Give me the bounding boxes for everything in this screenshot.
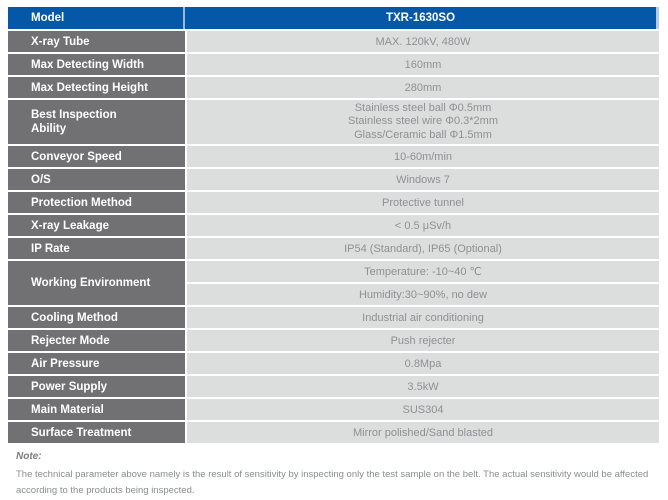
row-conveyor-speed: Conveyor Speed 10-60m/min: [8, 146, 659, 167]
row-label-cell: Main Material: [8, 399, 185, 420]
row-value: Temperature: -10~40 ℃: [364, 266, 482, 278]
row-value-cell: 3.5kW: [187, 376, 659, 397]
row-label: Best Inspection Ability: [31, 109, 117, 135]
row-main-material: Main Material SUS304: [8, 399, 659, 420]
header-value-cell: TXR-1630SO: [185, 7, 659, 29]
row-max-detecting-width: Max Detecting Width 160mm: [8, 54, 659, 75]
row-label-cell: Air Pressure: [8, 353, 185, 374]
row-label-cell: Conveyor Speed: [8, 146, 185, 167]
row-label: Rejecter Mode: [31, 334, 110, 347]
row-label: Max Detecting Height: [31, 81, 148, 94]
row-value-stack: Temperature: -10~40 ℃ Humidity:30~90%, n…: [187, 261, 659, 305]
row-label-cell: Working Environment: [8, 261, 185, 305]
row-label: Max Detecting Width: [31, 58, 144, 71]
row-value: 280mm: [404, 81, 442, 94]
row-value-cell: 160mm: [187, 54, 659, 75]
row-label: Air Pressure: [31, 357, 100, 370]
row-value: Mirror polished/Sand blasted: [352, 426, 494, 439]
row-value-cell-humidity: Humidity:30~90%, no dew: [187, 284, 659, 305]
row-power-supply: Power Supply 3.5kW: [8, 376, 659, 397]
row-label-cell: Protection Method: [8, 192, 185, 213]
row-value-line: Glass/Ceramic ball Φ1.5mm: [354, 128, 492, 141]
row-value-cell: 0.8Mpa: [187, 353, 659, 374]
row-surface-treatment: Surface Treatment Mirror polished/Sand b…: [8, 422, 659, 443]
row-value-cell: Industrial air conditioning: [187, 307, 659, 328]
row-label-cell: Rejecter Mode: [8, 330, 185, 351]
row-value: Protective tunnel: [382, 196, 464, 209]
row-value: 160mm: [404, 58, 442, 71]
row-os: O/S Windows 7: [8, 169, 659, 190]
row-label-cell: X-ray Tube: [8, 31, 185, 52]
row-label-cell: Max Detecting Width: [8, 54, 185, 75]
row-value-line: Stainless steel ball Φ0.5mm: [354, 101, 492, 114]
row-value-cell: IP54 (Standard), IP65 (Optional): [187, 238, 659, 259]
row-value-cell: 10-60m/min: [187, 146, 659, 167]
row-label: Main Material: [31, 403, 104, 416]
row-value-cell: Windows 7: [187, 169, 659, 190]
row-x-ray-tube: X-ray Tube MAX. 120kV, 480W: [8, 31, 659, 52]
row-label: Conveyor Speed: [31, 150, 122, 163]
row-label-cell: Best Inspection Ability: [8, 100, 185, 144]
row-label-cell: O/S: [8, 169, 185, 190]
row-label: Working Environment: [31, 277, 151, 289]
row-value-cell-temperature: Temperature: -10~40 ℃: [187, 261, 659, 282]
row-value-cell: < 0.5 μSv/h: [187, 215, 659, 236]
row-value: SUS304: [402, 403, 444, 416]
row-max-detecting-height: Max Detecting Height 280mm: [8, 77, 659, 98]
row-value: Humidity:30~90%, no dew: [358, 288, 488, 301]
row-value-cell: Push rejecter: [187, 330, 659, 351]
row-value: MAX. 120kV, 480W: [375, 35, 471, 48]
table-header-row: Model TXR-1630SO: [8, 7, 659, 29]
header-label-cell: Model: [8, 7, 185, 29]
row-value-cell: MAX. 120kV, 480W: [187, 31, 659, 52]
note-section: Note: The technical parameter above name…: [16, 451, 651, 498]
row-value: < 0.5 μSv/h: [394, 219, 452, 232]
row-label: O/S: [31, 173, 51, 186]
row-value-cell: Protective tunnel: [187, 192, 659, 213]
row-label-cell: X-ray Leakage: [8, 215, 185, 236]
row-label: Cooling Method: [31, 311, 118, 324]
row-value: 10-60m/min: [393, 150, 453, 163]
row-label-cell: Max Detecting Height: [8, 77, 185, 98]
row-value: Industrial air conditioning: [362, 311, 484, 324]
row-value: Windows 7: [396, 173, 450, 186]
row-label: Power Supply: [31, 380, 108, 393]
row-label: X-ray Leakage: [31, 219, 109, 232]
row-label-cell: Power Supply: [8, 376, 185, 397]
row-label-cell: Surface Treatment: [8, 422, 185, 443]
model-value: TXR-1630SO: [385, 12, 456, 24]
note-body: The technical parameter above namely is …: [16, 469, 649, 496]
row-value-cell: 280mm: [187, 77, 659, 98]
cell-divider: [187, 282, 659, 284]
row-rejecter-mode: Rejecter Mode Push rejecter: [8, 330, 659, 351]
row-value-cell: Stainless steel ball Φ0.5mm Stainless st…: [187, 100, 659, 144]
row-air-pressure: Air Pressure 0.8Mpa: [8, 353, 659, 374]
row-value-cell: Mirror polished/Sand blasted: [187, 422, 659, 443]
row-value: 0.8Mpa: [404, 357, 442, 370]
note-title: Note:: [16, 451, 42, 462]
row-value-cell: SUS304: [187, 399, 659, 420]
row-x-ray-leakage: X-ray Leakage < 0.5 μSv/h: [8, 215, 659, 236]
row-value: Push rejecter: [390, 334, 456, 347]
row-label-cell: Cooling Method: [8, 307, 185, 328]
row-label: Surface Treatment: [31, 426, 132, 439]
row-label: X-ray Tube: [31, 35, 90, 48]
row-label: IP Rate: [31, 242, 70, 255]
row-label-cell: IP Rate: [8, 238, 185, 259]
row-best-inspection-ability: Best Inspection Ability Stainless steel …: [8, 100, 659, 144]
row-working-environment: Working Environment Temperature: -10~40 …: [8, 261, 659, 305]
row-cooling-method: Cooling Method Industrial air conditioni…: [8, 307, 659, 328]
row-value-line: Stainless steel wire Φ0.3*2mm: [348, 115, 498, 128]
spec-sheet: Model TXR-1630SO X-ray Tube MAX. 120kV, …: [8, 7, 659, 498]
row-label: Protection Method: [31, 196, 132, 209]
row-protection-method: Protection Method Protective tunnel: [8, 192, 659, 213]
row-value: 3.5kW: [407, 380, 439, 393]
row-value: IP54 (Standard), IP65 (Optional): [344, 242, 502, 255]
header-label: Model: [31, 12, 65, 24]
row-ip-rate: IP Rate IP54 (Standard), IP65 (Optional): [8, 238, 659, 259]
